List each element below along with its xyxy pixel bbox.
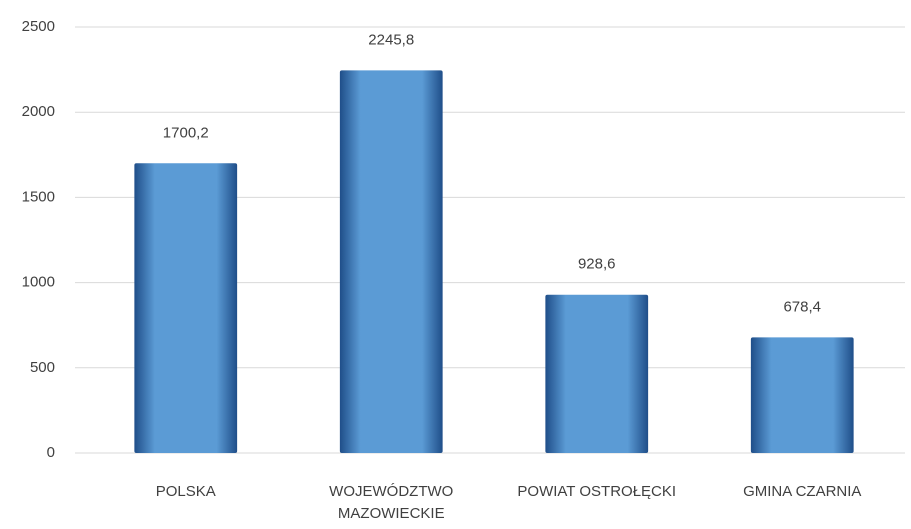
y-tick-label: 2500 [22, 18, 55, 35]
y-tick-label: 0 [47, 444, 55, 461]
bar [750, 337, 854, 453]
x-tick-label: WOJEWÓDZTWO MAZOWIECKIE [329, 483, 454, 522]
y-tick-label: 1000 [22, 274, 55, 291]
x-tick-label: POLSKA [155, 483, 216, 500]
x-tick-label: POWIAT OSTROŁĘCKI [517, 483, 677, 500]
bar [545, 294, 649, 453]
bar [339, 70, 443, 454]
value-label: 928,6 [578, 256, 616, 273]
value-label: 1700,2 [163, 124, 209, 141]
y-tick-label: 500 [30, 359, 55, 376]
y-tick-label: 2000 [22, 103, 55, 120]
value-label: 678,4 [783, 298, 821, 315]
x-tick-label: GMINA CZARNIA [743, 483, 862, 500]
bar [134, 163, 238, 453]
y-tick-label: 1500 [22, 188, 55, 205]
value-label: 2245,8 [368, 31, 414, 48]
